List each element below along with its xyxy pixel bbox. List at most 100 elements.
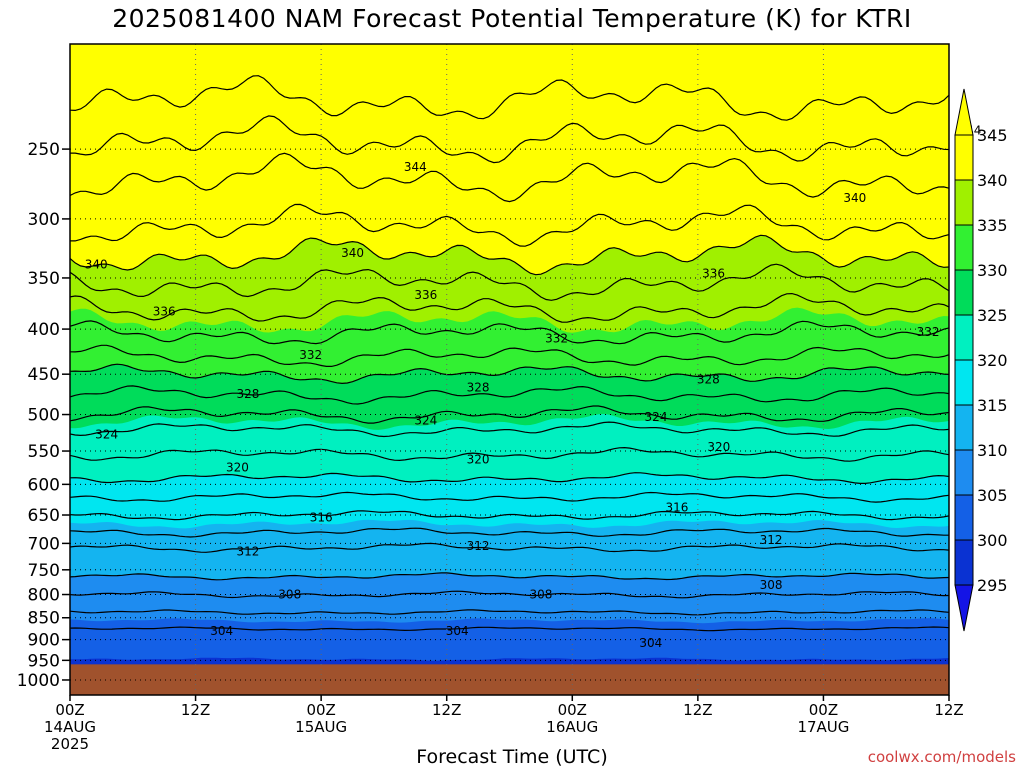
contour-label: 324 <box>95 428 118 442</box>
contour-label: 308 <box>529 588 552 602</box>
colorbar-box <box>954 539 974 586</box>
x-tick-label: 00Z <box>558 701 587 719</box>
colorbar-bottom-arrow <box>954 584 974 632</box>
contour-label: 304 <box>210 624 233 638</box>
isentrope-306 <box>70 609 949 616</box>
y-tick-label: 450 <box>28 365 60 385</box>
theta-color-fill <box>70 44 949 695</box>
colorbar-label: 300 <box>977 531 1008 550</box>
isentrope-334 <box>70 320 949 345</box>
contour-label: 340 <box>85 258 108 272</box>
chart-title: 2025081400 NAM Forecast Potential Temper… <box>112 4 912 33</box>
colorbar-box <box>954 449 974 496</box>
isentrope-324 <box>70 421 949 438</box>
y-tick-label: 950 <box>28 651 60 671</box>
contour-label: 328 <box>697 372 720 386</box>
contour-label: 304 <box>446 624 469 638</box>
y-tick-label: 300 <box>28 210 60 230</box>
x-tick-label: 14AUG <box>44 718 96 736</box>
x-tick-label: 17AUG <box>797 718 849 736</box>
colorbar: 295 300 305 310 315 320 325 330 335 340 345 <box>954 88 1008 632</box>
y-tick-label: 550 <box>28 442 60 462</box>
colorbar-label: 325 <box>977 306 1008 325</box>
contour-label: 336 <box>702 267 725 281</box>
plot-frame <box>69 43 950 696</box>
contour-label: 312 <box>760 533 783 547</box>
colorbar-box <box>954 359 974 406</box>
colorbar-label: 340 <box>977 171 1008 190</box>
contour-label: 340 <box>341 246 364 260</box>
contour-label: 308 <box>760 578 783 592</box>
contour-label: 336 <box>414 288 437 302</box>
x-tick-label: 15AUG <box>295 718 347 736</box>
x-tick-label: 12Z <box>181 701 210 719</box>
contour-label: 304 <box>639 636 662 650</box>
colorbar-box <box>954 134 974 181</box>
isentrope-346 <box>70 115 949 164</box>
y-tick-label: 250 <box>28 140 60 160</box>
isentrope-312 <box>70 542 949 553</box>
contour-label: 332 <box>545 332 568 346</box>
colorbar-label: 330 <box>977 261 1008 280</box>
contour-label: 316 <box>665 500 688 514</box>
x-tick-label: 00Z <box>809 701 838 719</box>
colorbar-label: 305 <box>977 486 1008 505</box>
isentrope-326 <box>70 405 949 424</box>
colorbar-top-arrow <box>954 88 974 136</box>
contour-label: 316 <box>310 510 333 524</box>
isentrope-316 <box>70 510 949 521</box>
isentrope-310 <box>70 572 949 581</box>
colorbar-label: 335 <box>977 216 1008 235</box>
y-tick-label: 400 <box>28 320 60 340</box>
isentrope-320 <box>70 472 949 484</box>
contour-label: 312 <box>467 539 490 553</box>
y-tick-label: 600 <box>28 475 60 495</box>
x-tick-label: 16AUG <box>546 718 598 736</box>
isentrope-336 <box>70 292 949 323</box>
contour-label: 328 <box>467 381 490 395</box>
isentrope-318 <box>70 491 949 503</box>
y-tick-label: 900 <box>28 631 60 651</box>
contour-label: 324 <box>414 414 437 428</box>
colorbar-label: 310 <box>977 441 1008 460</box>
colorbar-box <box>954 224 974 271</box>
contour-label: 308 <box>278 588 301 602</box>
x-tick-label: 12Z <box>683 701 712 719</box>
x-tick-label: 2025 <box>51 735 89 753</box>
y-tick-label: 350 <box>28 269 60 289</box>
isentrope-308 <box>70 590 949 599</box>
y-tick-label: 850 <box>28 609 60 629</box>
contour-label: 320 <box>467 452 490 466</box>
y-tick-label: 750 <box>28 561 60 581</box>
isentrope-304 <box>70 626 949 632</box>
colorbar-label: 345 <box>977 126 1008 145</box>
colorbar-label: 295 <box>977 576 1008 595</box>
colorbar-box <box>954 404 974 451</box>
contour-labels: 3443443403403403363363363323323323283283… <box>85 123 982 650</box>
fill-above-345 <box>70 44 949 183</box>
isentrope-330 <box>70 363 949 385</box>
x-tick-label: 12Z <box>432 701 461 719</box>
y-tick-label: 1000 <box>17 671 60 691</box>
x-tick-label: 12Z <box>934 701 963 719</box>
ground-fill <box>70 664 949 695</box>
isentrope-338 <box>70 263 949 301</box>
colorbar-label: 320 <box>977 351 1008 370</box>
credit-text: coolwx.com/models <box>867 748 1016 766</box>
contour-label: 344 <box>404 160 427 174</box>
contour-label: 324 <box>645 410 668 424</box>
contour-label: 332 <box>917 325 940 339</box>
isentrope-314 <box>70 527 949 538</box>
contour-label: 332 <box>299 348 322 362</box>
y-tick-label: 800 <box>28 586 60 606</box>
isentrope-contours <box>70 75 949 632</box>
contour-label: 328 <box>236 387 259 401</box>
colorbar-label: 315 <box>977 396 1008 415</box>
isentrope-340 <box>70 234 949 276</box>
contour-label: 336 <box>153 304 176 318</box>
isentrope-342 <box>70 203 949 247</box>
contour-label: 312 <box>236 545 259 559</box>
grid <box>70 44 949 695</box>
